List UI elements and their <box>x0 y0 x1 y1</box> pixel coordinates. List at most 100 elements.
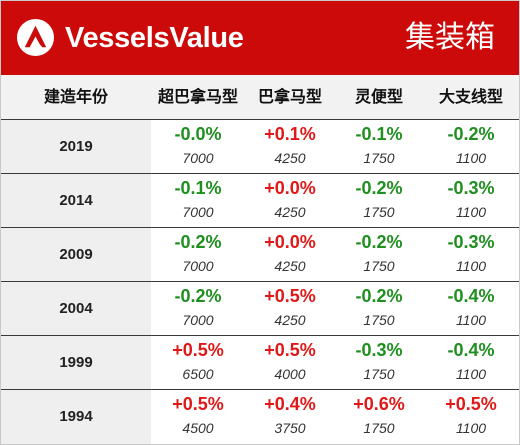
vessel-value: 4250 <box>274 204 306 220</box>
vessel-value: 1100 <box>455 366 487 382</box>
vessel-value: 7000 <box>182 258 214 274</box>
vessel-value: 4000 <box>274 366 306 382</box>
vessel-value: 7000 <box>182 204 214 220</box>
value-cell-panamax: +0.1% 4250 <box>245 120 335 174</box>
value-cell-feedermax: -0.4% 1100 <box>423 336 519 390</box>
value-cell-post-panamax: -0.2% 7000 <box>151 282 245 336</box>
build-year: 2004 <box>59 300 93 317</box>
vessel-value: 7000 <box>182 150 214 166</box>
column-header-row: 建造年份 超巴拿马型 巴拿马型 灵便型 大支线型 <box>1 75 519 120</box>
percent-change: -0.1% <box>355 124 403 144</box>
percent-change: -0.4% <box>447 286 495 306</box>
value-cell-feedermax: -0.3% 1100 <box>423 174 519 228</box>
value-cell-handy: -0.2% 1750 <box>335 174 423 228</box>
vessel-value: 4250 <box>274 150 306 166</box>
value-cell-handy: -0.2% 1750 <box>335 282 423 336</box>
percent-change: -0.2% <box>174 232 222 252</box>
vesselsvalue-logo-icon <box>16 18 55 57</box>
percent-change: -0.2% <box>355 286 403 306</box>
value-cell-panamax: +0.5% 4250 <box>245 282 335 336</box>
column-header-feedermax: 大支线型 <box>438 87 503 106</box>
year-cell: 2019 <box>1 120 151 174</box>
value-cell-post-panamax: +0.5% 6500 <box>151 336 245 390</box>
percent-change: -0.0% <box>174 124 222 144</box>
column-header-build-year: 建造年份 <box>43 87 108 106</box>
percent-change: +0.0% <box>264 232 316 252</box>
percent-change: +0.5% <box>264 286 316 306</box>
value-cell-panamax: +0.0% 4250 <box>245 174 335 228</box>
build-year: 1994 <box>59 408 93 425</box>
vessel-value: 1750 <box>363 366 395 382</box>
vessel-category-title: 集装箱 <box>405 20 495 55</box>
vessel-value: 1100 <box>455 420 487 436</box>
vessel-value: 4500 <box>182 420 214 436</box>
percent-change: -0.4% <box>447 340 495 360</box>
percent-change: -0.2% <box>447 124 495 144</box>
value-cell-post-panamax: -0.2% 7000 <box>151 228 245 282</box>
percent-change: +0.4% <box>264 394 316 414</box>
vessel-value: 1750 <box>363 150 395 166</box>
percent-change: -0.2% <box>355 178 403 198</box>
vessel-value: 1100 <box>455 258 487 274</box>
vessel-value: 6500 <box>182 366 214 382</box>
vessel-value: 1750 <box>363 312 395 328</box>
column-header-handy: 灵便型 <box>354 87 403 106</box>
vessel-value: 1750 <box>363 258 395 274</box>
vessel-value: 4250 <box>274 258 306 274</box>
table-row: 1999 +0.5% 6500 +0.5% 4000 -0.3% 1750 -0.4% 1100 <box>1 335 519 390</box>
vessel-value: 1750 <box>363 204 395 220</box>
table-row: 2009 -0.2% 7000 +0.0% 4250 -0.2% 1750 -0.3% 1100 <box>1 227 519 282</box>
value-cell-handy: -0.1% 1750 <box>335 120 423 174</box>
table-row: 1994 +0.5% 4500 +0.4% 3750 +0.6% 1750 +0.5% 1100 <box>1 389 519 444</box>
percent-change: +0.5% <box>172 340 224 360</box>
percent-change: +0.5% <box>445 394 497 414</box>
value-cell-post-panamax: +0.5% 4500 <box>151 390 245 444</box>
vessel-value: 4250 <box>274 312 306 328</box>
column-header-panamax: 巴拿马型 <box>257 87 322 106</box>
percent-change: +0.5% <box>172 394 224 414</box>
vessel-value: 1100 <box>455 312 487 328</box>
year-cell: 1999 <box>1 336 151 390</box>
percent-change: -0.3% <box>447 232 495 252</box>
vessel-value: 1100 <box>455 150 487 166</box>
percent-change: +0.0% <box>264 178 316 198</box>
year-cell: 1994 <box>1 390 151 444</box>
value-cell-panamax: +0.5% 4000 <box>245 336 335 390</box>
value-cell-panamax: +0.0% 4250 <box>245 228 335 282</box>
value-cell-handy: -0.2% 1750 <box>335 228 423 282</box>
header-banner: VesselsValue 集装箱 <box>1 1 519 75</box>
value-cell-panamax: +0.4% 3750 <box>245 390 335 444</box>
year-cell: 2004 <box>1 282 151 336</box>
value-cell-feedermax: -0.4% 1100 <box>423 282 519 336</box>
value-cell-handy: +0.6% 1750 <box>335 390 423 444</box>
value-cell-feedermax: +0.5% 1100 <box>423 390 519 444</box>
build-year: 2009 <box>59 246 93 263</box>
year-cell: 2014 <box>1 174 151 228</box>
percent-change: -0.3% <box>447 178 495 198</box>
percent-change: +0.6% <box>353 394 405 414</box>
value-cell-feedermax: -0.3% 1100 <box>423 228 519 282</box>
table-row: 2004 -0.2% 7000 +0.5% 4250 -0.2% 1750 -0.4% 1100 <box>1 281 519 336</box>
percent-change: -0.2% <box>355 232 403 252</box>
value-cell-post-panamax: -0.0% 7000 <box>151 120 245 174</box>
table-row: 2019 -0.0% 7000 +0.1% 4250 -0.1% 1750 -0.2% 1100 <box>1 119 519 174</box>
value-cell-post-panamax: -0.1% 7000 <box>151 174 245 228</box>
percent-change: -0.3% <box>355 340 403 360</box>
vessel-value: 1750 <box>363 420 395 436</box>
vessel-value: 3750 <box>274 420 306 436</box>
percent-change: +0.5% <box>264 340 316 360</box>
percent-change: -0.1% <box>174 178 222 198</box>
year-cell: 2009 <box>1 228 151 282</box>
build-year: 2014 <box>59 192 93 209</box>
vessel-value: 7000 <box>182 312 214 328</box>
value-cell-feedermax: -0.2% 1100 <box>423 120 519 174</box>
column-header-post-panamax: 超巴拿马型 <box>157 87 238 106</box>
build-year: 2019 <box>59 138 93 155</box>
brand-name: VesselsValue <box>65 22 244 54</box>
percent-change: +0.1% <box>264 124 316 144</box>
percent-change: -0.2% <box>174 286 222 306</box>
value-cell-handy: -0.3% 1750 <box>335 336 423 390</box>
vessel-value: 1100 <box>455 204 487 220</box>
build-year: 1999 <box>59 354 93 371</box>
